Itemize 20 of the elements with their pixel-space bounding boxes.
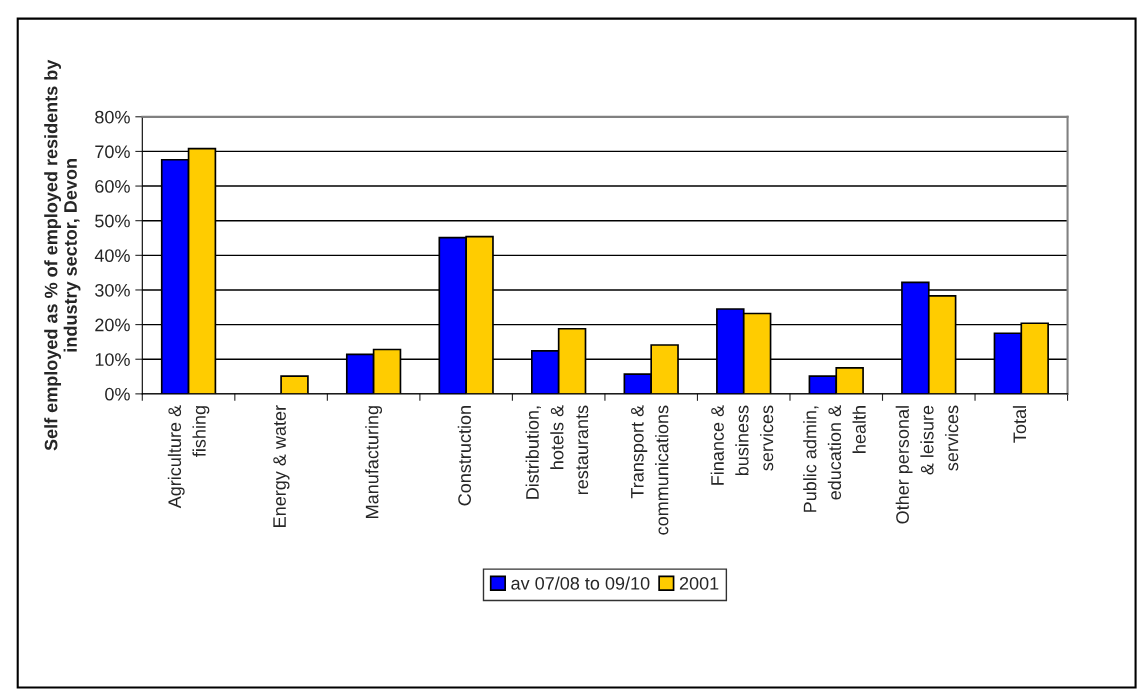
x-tick-label: Manufacturing [365,406,383,518]
legend-label: av 07/08 to 09/10 [511,576,650,590]
y-tick-label: 10% [95,353,130,366]
y-axis-title: Self employed as % of employed residents by industry sector, Devon [44,59,81,451]
x-tick-label: Energy & water [273,405,290,527]
y-tick-label: 40% [94,249,130,263]
y-tick-label: 30% [95,283,130,297]
x-tick-label: Construction [457,406,471,506]
y-tick-label: 70% [95,145,130,159]
x-tick-label: Other personal & leisure services [895,405,959,524]
y-tick-label: 60% [95,179,130,193]
y-tick-label: 50% [95,214,130,228]
x-tick-label: Distribution, hotels & restaurants [525,405,589,499]
x-tick-label: Agriculture & fishing [167,405,210,509]
y-tick-label: 20% [95,318,130,332]
y-tick-label: 0% [105,387,130,401]
legend-label: 2001 [679,576,719,590]
x-tick-label: Total [1012,406,1027,443]
y-tick-label: 80% [95,110,130,124]
x-tick-label: Public admin, education & health [803,405,866,512]
